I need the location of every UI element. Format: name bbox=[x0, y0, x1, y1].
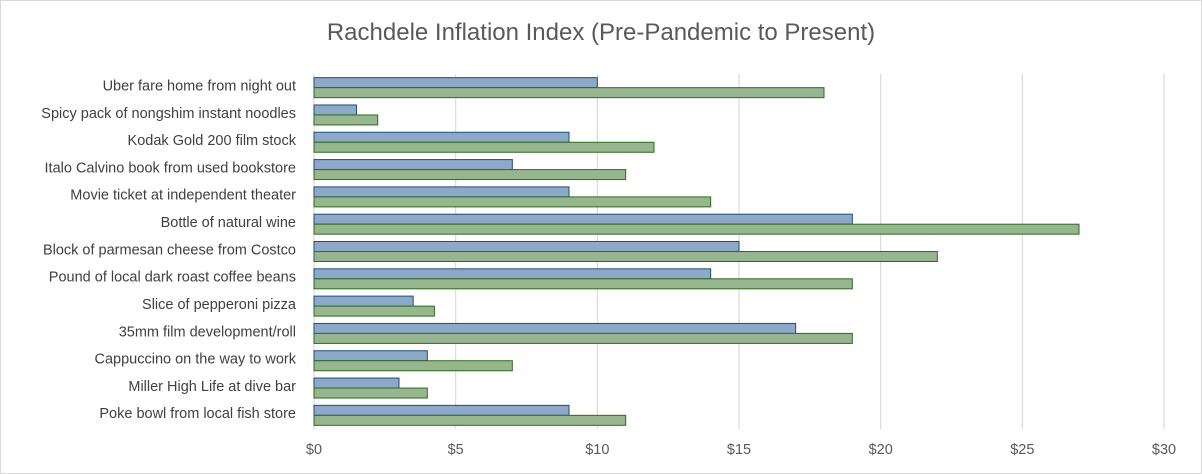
bar-series-2 bbox=[313, 305, 435, 317]
category-label: Uber fare home from night out bbox=[103, 78, 296, 94]
bar-series-2 bbox=[313, 223, 1080, 235]
bar-series-1 bbox=[313, 104, 357, 116]
chart-title: Rachdele Inflation Index (Pre-Pandemic t… bbox=[326, 19, 876, 46]
bar-series-2 bbox=[313, 278, 853, 290]
bar-series-1 bbox=[313, 77, 598, 89]
bar-series-1 bbox=[313, 322, 797, 334]
x-tick-label: $10 bbox=[585, 442, 609, 458]
bar-series-2 bbox=[313, 141, 655, 153]
category-label: Cappuccino on the way to work bbox=[95, 352, 297, 368]
category-label: Poke bowl from local fish store bbox=[99, 406, 296, 422]
bar-series-1 bbox=[313, 159, 513, 171]
bar-series-2 bbox=[313, 332, 853, 344]
bar-series-1 bbox=[313, 295, 414, 307]
category-label: Spicy pack of nongshim instant noodles bbox=[41, 106, 296, 122]
category-label: 35mm film development/roll bbox=[119, 324, 296, 340]
x-tick-label: $5 bbox=[448, 442, 464, 458]
bar-series-2 bbox=[313, 414, 627, 426]
x-tick-label: $30 bbox=[1152, 442, 1176, 458]
bar-series-2 bbox=[313, 387, 428, 399]
x-tick-label: $20 bbox=[869, 442, 893, 458]
bar-series-1 bbox=[313, 377, 400, 389]
bar-series-2 bbox=[313, 360, 513, 372]
bar-series-1 bbox=[313, 404, 570, 416]
bars bbox=[313, 77, 1080, 426]
bar-series-1 bbox=[313, 241, 740, 252]
bar-series-2 bbox=[313, 169, 627, 181]
x-tick-label: $15 bbox=[727, 442, 751, 458]
category-labels: Uber fare home from night out Spicy pack … bbox=[41, 78, 297, 422]
category-label: Italo Calvino book from used bookstore bbox=[45, 160, 296, 176]
bar-series-1 bbox=[313, 131, 570, 143]
x-tick-label: $25 bbox=[1010, 442, 1034, 458]
bar-series-1 bbox=[313, 213, 853, 225]
bar-series-1 bbox=[313, 186, 570, 198]
category-label: Pound of local dark roast coffee beans bbox=[49, 270, 296, 286]
bar-series-2 bbox=[313, 251, 938, 262]
category-label: Miller High Life at dive bar bbox=[128, 379, 296, 395]
category-label: Kodak Gold 200 film stock bbox=[128, 133, 297, 149]
category-label: Movie ticket at independent theater bbox=[70, 188, 296, 204]
category-label: Block of parmesan cheese from Costco bbox=[43, 242, 296, 258]
bar-series-2 bbox=[313, 114, 379, 126]
x-tick-label: $0 bbox=[306, 442, 322, 458]
bar-series-1 bbox=[313, 350, 428, 362]
category-label: Slice of pepperoni pizza bbox=[142, 297, 297, 313]
bar-series-1 bbox=[313, 268, 712, 280]
category-label: Bottle of natural wine bbox=[161, 215, 296, 231]
bar-series-2 bbox=[313, 196, 712, 208]
bar-series-2 bbox=[313, 87, 825, 99]
x-tick-labels: $0 $5 $10 $15 $20 $25 $30 bbox=[306, 442, 1176, 458]
